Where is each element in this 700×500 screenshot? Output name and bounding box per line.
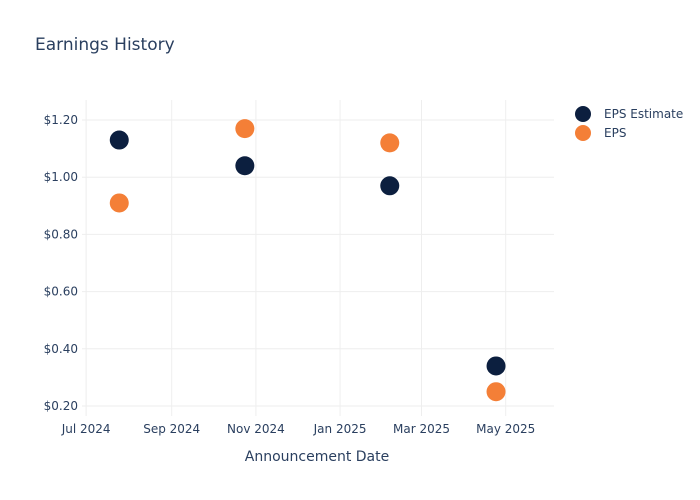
data-point[interactable] — [235, 156, 255, 176]
y-tick-label: $1.00 — [44, 170, 78, 184]
x-tick-label: May 2025 — [476, 422, 535, 436]
data-point[interactable] — [109, 130, 129, 150]
x-tick-label: Mar 2025 — [393, 422, 450, 436]
grid-lines — [82, 100, 554, 416]
y-tick-label: $0.20 — [44, 399, 78, 413]
y-tick-label: $0.80 — [44, 227, 78, 241]
y-axis-ticks: $0.20 $0.40 $0.60 $0.80 $1.00 $1.20 — [44, 113, 78, 413]
legend-label: EPS — [604, 126, 626, 140]
legend-item[interactable]: EPS — [575, 125, 626, 141]
data-point[interactable] — [109, 193, 129, 213]
data-point[interactable] — [486, 356, 506, 376]
series-eps-estimate — [109, 130, 506, 376]
data-point[interactable] — [380, 133, 400, 153]
data-points — [109, 119, 506, 402]
y-tick-label: $0.60 — [44, 285, 78, 299]
x-tick-label: Nov 2024 — [227, 422, 285, 436]
x-tick-label: Jan 2025 — [313, 422, 367, 436]
data-point[interactable] — [486, 382, 506, 402]
y-tick-label: $1.20 — [44, 113, 78, 127]
legend-marker-icon — [575, 125, 591, 141]
legend-label: EPS Estimate — [604, 107, 683, 121]
x-tick-label: Sep 2024 — [143, 422, 200, 436]
legend-marker-icon — [575, 106, 591, 122]
y-tick-label: $0.40 — [44, 342, 78, 356]
series-eps — [109, 119, 506, 402]
x-axis-ticks: Jul 2024 Sep 2024 Nov 2024 Jan 2025 Mar 2025… — [61, 422, 536, 436]
legend-item[interactable]: EPS Estimate — [575, 106, 683, 122]
x-axis-title: Announcement Date — [245, 449, 389, 465]
x-tick-label: Jul 2024 — [61, 422, 111, 436]
data-point[interactable] — [235, 119, 255, 139]
chart-title: Earnings History — [35, 35, 175, 55]
legend[interactable]: EPS Estimate EPS — [575, 106, 683, 141]
data-point[interactable] — [380, 176, 400, 196]
